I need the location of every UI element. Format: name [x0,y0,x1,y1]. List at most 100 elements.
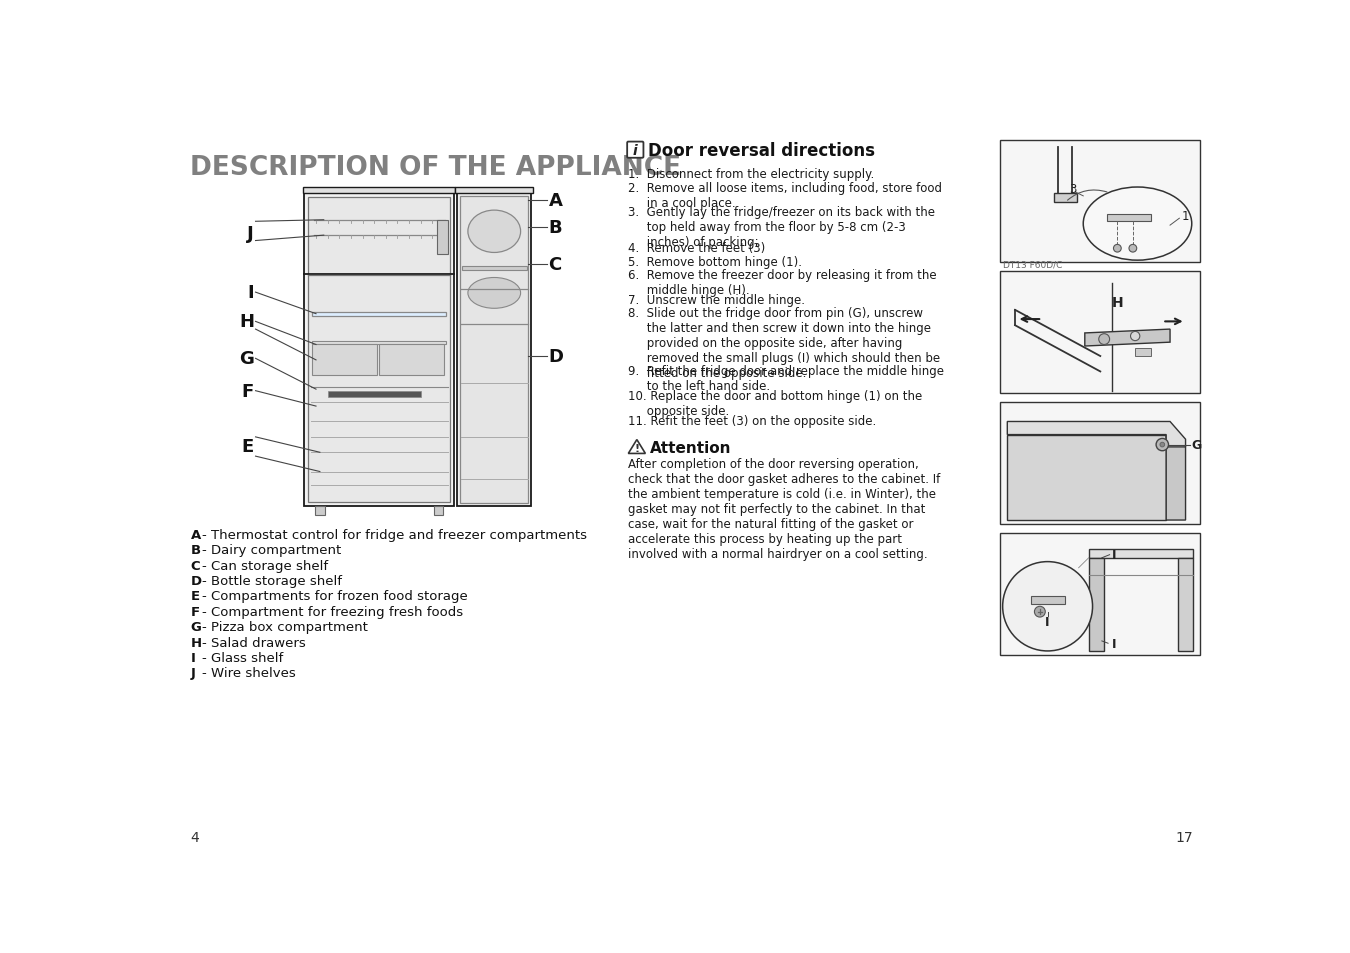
Text: H: H [1111,295,1123,310]
Circle shape [1156,439,1169,452]
Circle shape [1160,443,1165,447]
Polygon shape [302,188,455,193]
Text: Compartments for frozen food storage: Compartments for frozen food storage [211,590,467,602]
Text: C: C [190,559,200,572]
Circle shape [1130,332,1139,341]
Text: F: F [242,382,254,400]
Polygon shape [1054,193,1077,203]
Text: Can storage shelf: Can storage shelf [211,559,328,572]
Text: Glass shelf: Glass shelf [211,651,284,664]
Text: 4: 4 [190,830,200,843]
Text: !: ! [634,444,640,454]
Text: F: F [190,605,200,618]
Text: 8.  Slide out the fridge door from pin (G), unscrew
     the latter and then scr: 8. Slide out the fridge door from pin (G… [628,307,941,380]
Text: 10. Replace the door and bottom hinge (1) on the
     opposite side.: 10. Replace the door and bottom hinge (1… [628,390,922,417]
Text: D: D [548,348,563,366]
Polygon shape [1007,422,1185,447]
Text: 17: 17 [1176,830,1193,843]
Text: A: A [190,528,201,541]
Text: 7.  Unscrew the middle hinge.: 7. Unscrew the middle hinge. [628,294,806,307]
Polygon shape [1030,597,1065,604]
Text: -: - [201,575,207,587]
Polygon shape [628,440,645,454]
Polygon shape [308,197,450,503]
Text: C: C [548,255,562,274]
Text: -: - [201,528,207,541]
Text: -: - [201,667,207,679]
Bar [999,272,1200,394]
Bar [328,392,421,397]
Text: -: - [201,543,207,557]
Polygon shape [1107,214,1150,222]
Circle shape [1003,562,1092,651]
Text: Dairy compartment: Dairy compartment [211,543,340,557]
Circle shape [1099,335,1110,345]
Bar [316,507,324,516]
Circle shape [1034,607,1045,618]
FancyBboxPatch shape [628,142,644,158]
Text: Compartment for freezing fresh foods: Compartment for freezing fresh foods [211,605,463,618]
Bar [999,534,1200,655]
Polygon shape [1088,558,1104,651]
Text: 9.  Refit the fridge door and replace the middle hinge
     to the left hand sid: 9. Refit the fridge door and replace the… [628,365,944,393]
Text: Wire shelves: Wire shelves [211,667,296,679]
Bar [999,141,1200,263]
Polygon shape [304,193,454,507]
Text: DESCRIPTION OF THE APPLIANCE: DESCRIPTION OF THE APPLIANCE [190,154,682,180]
Text: J: J [190,667,196,679]
Text: 1.  Disconnect from the electricity supply.: 1. Disconnect from the electricity suppl… [628,168,875,181]
Bar [437,220,448,255]
Ellipse shape [1083,188,1192,261]
Bar [433,507,443,516]
Ellipse shape [468,278,521,309]
Polygon shape [379,345,444,375]
Ellipse shape [468,211,521,253]
Text: -: - [201,559,207,572]
Text: G: G [239,350,254,368]
Text: Bottle storage shelf: Bottle storage shelf [211,575,342,587]
Text: E: E [190,590,200,602]
Text: I: I [1045,616,1050,629]
Text: 1: 1 [1181,211,1189,223]
Polygon shape [455,188,533,193]
Text: -: - [201,636,207,649]
Text: Attention: Attention [649,440,732,456]
Text: J: J [247,225,254,243]
Text: B: B [190,543,201,557]
Text: A: A [548,192,563,210]
Polygon shape [1088,549,1193,558]
Text: 6.  Remove the freezer door by releasing it from the
     middle hinge (H).: 6. Remove the freezer door by releasing … [628,269,937,297]
Circle shape [1129,245,1137,253]
Text: i: i [633,144,637,158]
Text: -: - [201,620,207,634]
Text: B: B [548,219,562,237]
Text: DT13 F60D/C: DT13 F60D/C [1003,260,1062,269]
Text: H: H [239,313,254,331]
Text: 3.  Gently lay the fridge/freezer on its back with the
     top held away from t: 3. Gently lay the fridge/freezer on its … [628,206,936,250]
Bar [999,403,1200,524]
Text: I: I [247,284,254,302]
Text: Salad drawers: Salad drawers [211,636,305,649]
Circle shape [1114,245,1122,253]
Polygon shape [312,341,447,345]
Text: Pizza box compartment: Pizza box compartment [211,620,367,634]
Text: -: - [201,651,207,664]
Polygon shape [1085,330,1170,347]
Text: After completion of the door reversing operation,
check that the door gasket adh: After completion of the door reversing o… [628,457,941,560]
Polygon shape [1166,436,1185,520]
Text: -: - [201,605,207,618]
Text: E: E [242,437,254,456]
Text: 2.  Remove all loose items, including food, store food
     in a cool place.: 2. Remove all loose items, including foo… [628,182,942,210]
Text: 3: 3 [1069,183,1077,196]
Polygon shape [1007,436,1166,520]
Text: I: I [190,651,196,664]
Polygon shape [1177,558,1193,651]
Text: 4.  Remove the feet (3): 4. Remove the feet (3) [628,242,765,255]
Text: Door reversal directions: Door reversal directions [648,142,875,160]
Polygon shape [312,313,447,316]
Text: H: H [190,636,201,649]
Polygon shape [312,345,377,375]
Polygon shape [1135,349,1150,356]
Text: -: - [201,590,207,602]
Polygon shape [458,193,532,507]
